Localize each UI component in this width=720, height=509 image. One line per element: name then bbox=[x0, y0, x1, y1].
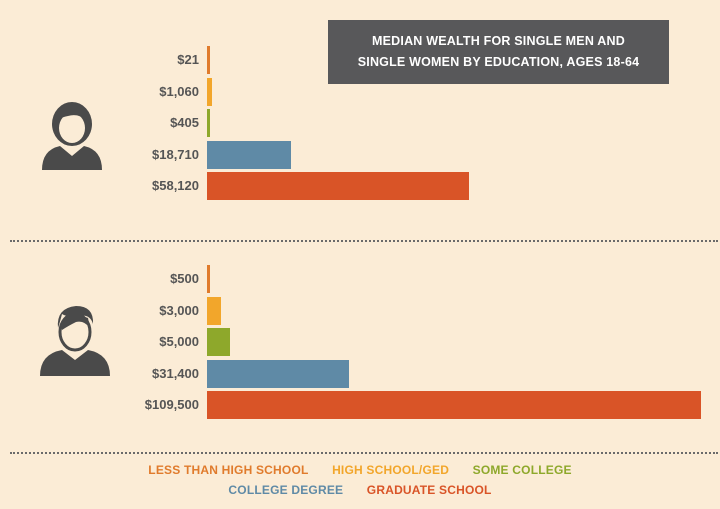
bar-women-3 bbox=[207, 140, 292, 169]
bar-men-2 bbox=[207, 328, 230, 356]
man-icon bbox=[40, 306, 110, 376]
legend-item-graduate-school: GRADUATE SCHOOL bbox=[366, 483, 492, 497]
value-label-men-3: $31,400 bbox=[152, 365, 199, 381]
bar-women-2 bbox=[207, 109, 210, 137]
legend-divider bbox=[10, 452, 718, 454]
bar-women-1 bbox=[207, 77, 212, 106]
value-label-men-0: $500 bbox=[170, 271, 199, 286]
bar-men-4 bbox=[207, 391, 701, 419]
bar-men-1 bbox=[207, 296, 221, 325]
value-label-women-1: $1,060 bbox=[159, 83, 199, 99]
legend-item-high-school-ged: HIGH SCHOOL/GED bbox=[332, 463, 450, 477]
value-label-men-1: $3,000 bbox=[159, 302, 199, 318]
legend-row-2: COLLEGE DEGREE GRADUATE SCHOOL bbox=[0, 483, 720, 497]
value-label-men-4: $109,500 bbox=[144, 397, 199, 412]
chart-title-box: MEDIAN WEALTH FOR SINGLE MEN AND SINGLE … bbox=[328, 20, 669, 84]
legend-item-college-degree: COLLEGE DEGREE bbox=[228, 483, 344, 497]
bar-men-3 bbox=[207, 359, 349, 388]
value-label-women-0: $21 bbox=[177, 52, 199, 67]
value-label-women-2: $405 bbox=[170, 115, 199, 130]
legend-item-some-college: SOME COLLEGE bbox=[472, 463, 572, 477]
bar-men-0 bbox=[207, 265, 210, 293]
bar-women-0 bbox=[207, 46, 210, 74]
value-label-women-3: $18,710 bbox=[152, 146, 199, 162]
chart-title: MEDIAN WEALTH FOR SINGLE MEN AND SINGLE … bbox=[357, 34, 640, 69]
group-divider bbox=[10, 240, 718, 242]
bar-women-4 bbox=[207, 172, 470, 200]
legend-item-less-than-high-school: LESS THAN HIGH SCHOOL bbox=[148, 463, 309, 477]
value-label-women-4: $58,120 bbox=[152, 178, 199, 193]
value-label-men-2: $5,000 bbox=[159, 334, 199, 349]
woman-icon bbox=[42, 102, 102, 170]
legend-row-1: LESS THAN HIGH SCHOOL HIGH SCHOOL/GED SO… bbox=[0, 463, 720, 477]
